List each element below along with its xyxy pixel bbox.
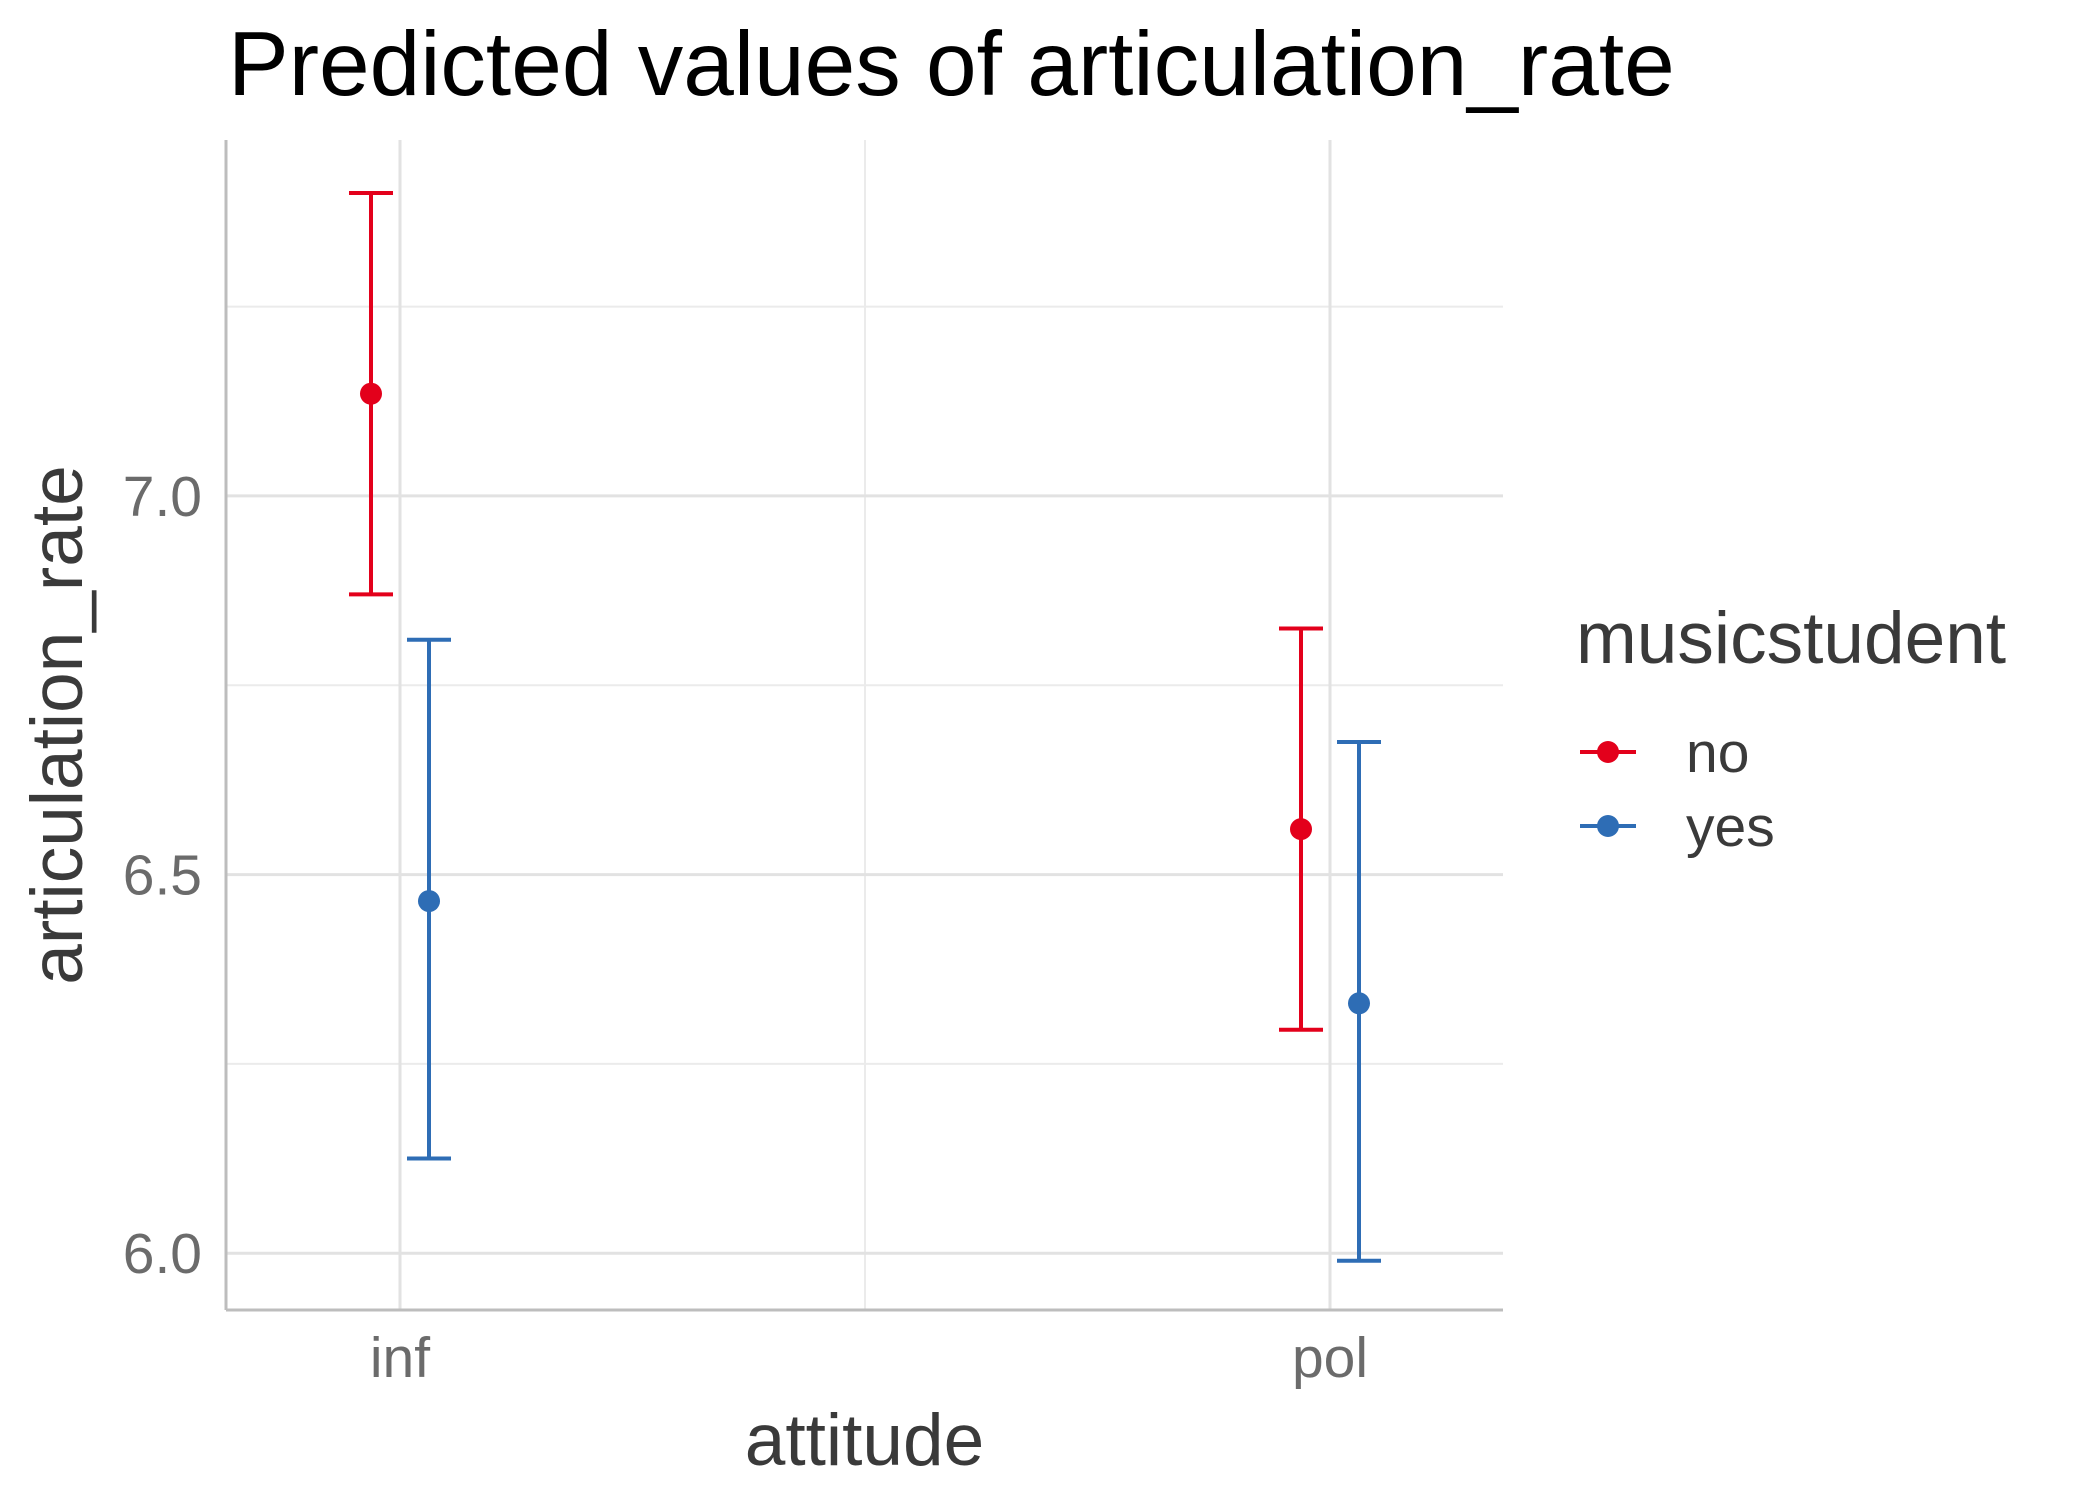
axes [224,140,1503,1312]
legend-label: yes [1686,795,1775,859]
legend-items: no yes [1580,721,1775,859]
point-yes-pol [1348,992,1370,1015]
ticks: 6.0 6.5 7.0 inf pol [123,465,1368,1390]
legend-title: musicstudent [1576,598,2006,679]
point-no-inf [360,382,382,405]
y-tick-label: 6.0 [123,1222,202,1286]
y-tick-label: 6.5 [123,844,202,908]
y-axis-title: articulation_rate [17,465,98,984]
legend-key-point [1597,815,1619,837]
chart-title: Predicted values of articulation_rate [228,14,1675,115]
point-no-pol [1290,818,1312,841]
legend-item-no: no [1580,721,1749,785]
legend-item-yes: yes [1580,795,1775,859]
legend: musicstudent no yes [1576,598,2006,859]
series-no [349,191,1323,1032]
series [349,191,1381,1263]
series-yes [407,637,1381,1263]
legend-key-point [1597,741,1619,763]
point-yes-inf [418,890,440,913]
grid [226,140,1503,1310]
x-tick-label: inf [370,1326,430,1390]
y-tick-label: 7.0 [123,465,202,529]
legend-label: no [1686,721,1749,785]
x-tick-label: pol [1292,1326,1368,1390]
x-axis-title: attitude [745,1400,984,1481]
